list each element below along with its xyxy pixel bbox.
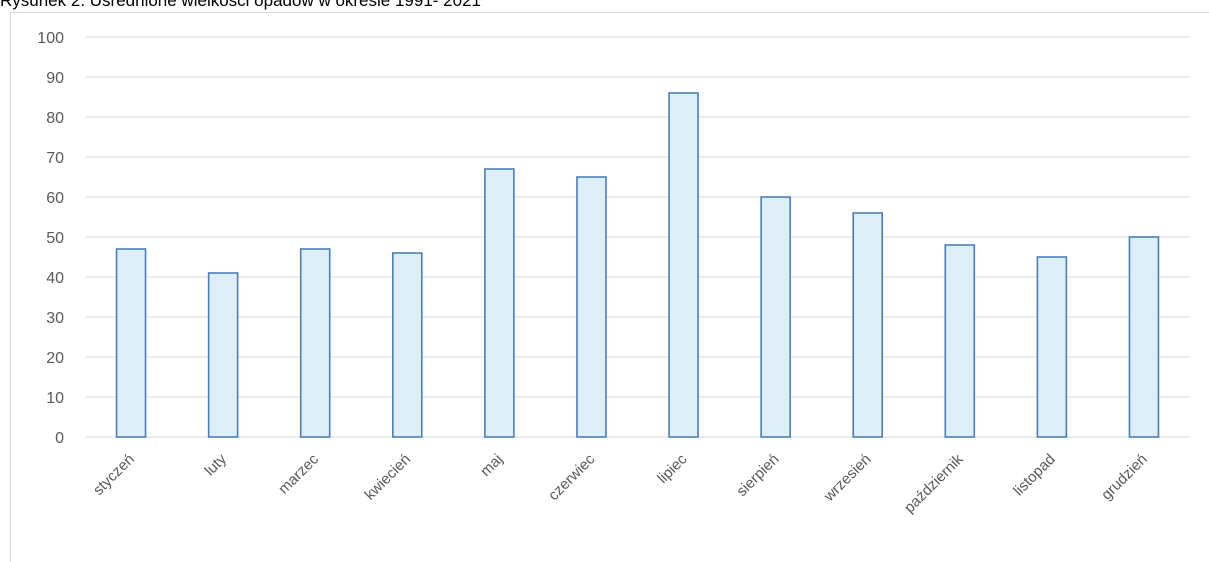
y-tick-label: 80 [46, 110, 64, 127]
x-tick-label: marzec [275, 450, 322, 497]
y-tick-label: 90 [46, 70, 64, 87]
y-tick-label: 60 [46, 190, 64, 207]
y-tick-label: 0 [55, 430, 64, 447]
bar [1036, 256, 1068, 438]
bar [391, 252, 423, 438]
x-tick-label: grudzień [1098, 451, 1151, 504]
x-tick-label: styczeń [90, 451, 138, 499]
y-tick-label: 70 [46, 150, 64, 167]
y-tick-label: 20 [46, 350, 64, 367]
bar [484, 168, 515, 438]
bar [944, 244, 976, 438]
bar [207, 272, 239, 438]
y-tick-label: 100 [37, 30, 64, 47]
bar [299, 248, 331, 438]
y-tick-label: 10 [46, 390, 64, 407]
x-tick-label: październik [901, 450, 967, 516]
x-tick-label: czerwiec [545, 450, 599, 504]
y-tick-label: 50 [46, 230, 64, 247]
x-tick-label: luty [201, 450, 230, 479]
x-tick-label: kwiecień [361, 451, 414, 504]
bar [668, 92, 699, 438]
x-tick-label: listopad [1010, 451, 1059, 500]
bar [576, 176, 607, 438]
bar [852, 212, 884, 438]
x-tick-label: sierpień [733, 451, 782, 500]
bar [760, 196, 791, 438]
y-tick-label: 40 [46, 270, 64, 287]
chart-frame [10, 12, 1209, 562]
x-tick-label: maj [477, 451, 506, 480]
chart-caption: Rysunek 2. Uśrednione wielkości opadów w… [0, 0, 481, 10]
x-tick-label: lipiec [654, 450, 691, 487]
y-tick-label: 30 [46, 310, 64, 327]
bar [115, 248, 147, 438]
bar [1128, 236, 1160, 438]
x-tick-label: wrzesień [820, 451, 875, 506]
